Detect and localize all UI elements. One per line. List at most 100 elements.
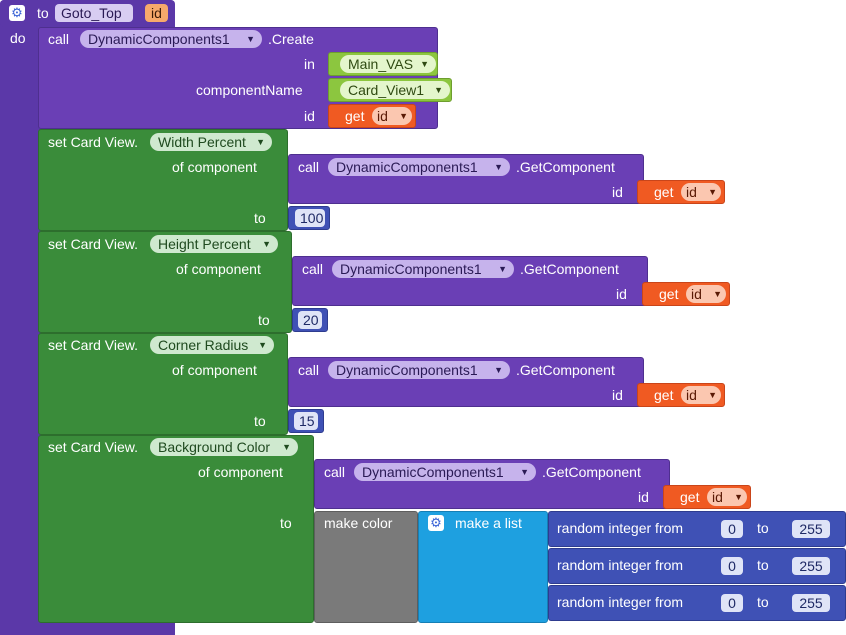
create-method-label: .Create xyxy=(268,31,314,47)
number-value[interactable]: 20 xyxy=(298,311,322,329)
gc-component-value: DynamicComponents1 xyxy=(336,362,478,378)
in-value: Main_VAS xyxy=(348,56,414,72)
chevron-down-icon: ▼ xyxy=(498,264,507,274)
componentName-dropdown[interactable]: Card_View1 ▼ xyxy=(340,81,450,99)
to-label: to xyxy=(258,312,270,328)
componentName-value: Card_View1 xyxy=(348,82,425,98)
gc-component-dropdown[interactable]: DynamicComponents1 ▼ xyxy=(328,158,510,176)
to-label: to xyxy=(280,515,292,531)
make-color-label: make color xyxy=(324,515,393,531)
set-property-value: Corner Radius xyxy=(158,337,249,353)
gc-get-label: get xyxy=(680,489,700,505)
gc-method-label: .GetComponent xyxy=(516,159,615,175)
gc-get-var-dropdown[interactable]: id ▼ xyxy=(681,386,721,404)
gc-get-var-dropdown[interactable]: id ▼ xyxy=(707,488,747,506)
random-to-label: to xyxy=(757,557,769,573)
gc-component-dropdown[interactable]: DynamicComponents1 ▼ xyxy=(332,260,514,278)
random-label: random integer from xyxy=(557,520,684,536)
procedure-to-label: to xyxy=(37,5,49,21)
gc-call-label: call xyxy=(302,261,324,277)
gc-get-var: id xyxy=(691,286,702,302)
chevron-down-icon: ▼ xyxy=(708,390,717,400)
random-from-value[interactable]: 0 xyxy=(721,594,743,612)
chevron-down-icon: ▼ xyxy=(262,239,271,249)
gc-get-var: id xyxy=(712,489,723,505)
gear-icon[interactable]: ⚙ xyxy=(428,515,444,531)
to-label: to xyxy=(254,413,266,429)
procedure-name[interactable]: Goto_Top xyxy=(55,4,133,22)
create-component-value: DynamicComponents1 xyxy=(88,31,230,47)
random-label: random integer from xyxy=(557,594,684,610)
chevron-down-icon: ▼ xyxy=(256,137,265,147)
chevron-down-icon: ▼ xyxy=(494,162,503,172)
create-call-label: call xyxy=(48,31,70,47)
of-component-label: of component xyxy=(176,261,261,277)
set-label: set Card View. xyxy=(48,439,139,455)
chevron-down-icon: ▼ xyxy=(520,467,529,477)
create-component-dropdown[interactable]: DynamicComponents1 ▼ xyxy=(80,30,262,48)
chevron-down-icon: ▼ xyxy=(282,442,291,452)
create-in-label: in xyxy=(304,56,315,72)
set-property-dropdown[interactable]: Width Percent ▼ xyxy=(150,133,272,151)
set-property-dropdown[interactable]: Height Percent ▼ xyxy=(150,235,278,253)
in-value-dropdown[interactable]: Main_VAS ▼ xyxy=(340,55,436,73)
chevron-down-icon: ▼ xyxy=(399,111,408,121)
gc-id-label: id xyxy=(638,489,649,505)
random-to-value[interactable]: 255 xyxy=(792,594,830,612)
make-list-label: make a list xyxy=(455,515,522,531)
componentName-label: componentName xyxy=(196,82,303,98)
gc-method-label: .GetComponent xyxy=(520,261,619,277)
number-value[interactable]: 100 xyxy=(295,209,325,227)
create-get-var: id xyxy=(377,108,388,124)
gc-component-dropdown[interactable]: DynamicComponents1 ▼ xyxy=(328,361,510,379)
create-get-label: get xyxy=(345,108,365,124)
chevron-down-icon: ▼ xyxy=(420,59,429,69)
gc-get-var-dropdown[interactable]: id ▼ xyxy=(686,285,726,303)
chevron-down-icon: ▼ xyxy=(494,365,503,375)
procedure-param[interactable]: id xyxy=(145,4,168,22)
random-to-label: to xyxy=(757,520,769,536)
gc-get-var: id xyxy=(686,387,697,403)
chevron-down-icon: ▼ xyxy=(734,492,743,502)
chevron-down-icon: ▼ xyxy=(258,340,267,350)
set-property-dropdown[interactable]: Corner Radius ▼ xyxy=(150,336,274,354)
gc-id-label: id xyxy=(612,184,623,200)
gc-component-value: DynamicComponents1 xyxy=(340,261,482,277)
gear-icon[interactable]: ⚙ xyxy=(9,5,25,21)
random-to-value[interactable]: 255 xyxy=(792,557,830,575)
set-label: set Card View. xyxy=(48,337,139,353)
gc-get-label: get xyxy=(659,286,679,302)
random-from-value[interactable]: 0 xyxy=(721,520,743,538)
gc-call-label: call xyxy=(298,159,320,175)
of-component-label: of component xyxy=(172,159,257,175)
gc-component-dropdown[interactable]: DynamicComponents1 ▼ xyxy=(354,463,536,481)
gc-method-label: .GetComponent xyxy=(542,464,641,480)
set-label: set Card View. xyxy=(48,236,139,252)
set-label: set Card View. xyxy=(48,134,139,150)
gc-component-value: DynamicComponents1 xyxy=(336,159,478,175)
gc-call-label: call xyxy=(298,362,320,378)
chevron-down-icon: ▼ xyxy=(434,85,443,95)
gc-call-label: call xyxy=(324,464,346,480)
gc-get-label: get xyxy=(654,184,674,200)
set-property-value: Height Percent xyxy=(158,236,251,252)
create-get-var-dropdown[interactable]: id ▼ xyxy=(372,107,412,125)
gc-get-var-dropdown[interactable]: id ▼ xyxy=(681,183,721,201)
number-value[interactable]: 15 xyxy=(294,412,318,430)
random-to-value[interactable]: 255 xyxy=(792,520,830,538)
gc-id-label: id xyxy=(612,387,623,403)
set-property-value: Width Percent xyxy=(158,134,246,150)
set-background-color-block[interactable] xyxy=(38,435,314,623)
create-id-label: id xyxy=(304,108,315,124)
make-color-block[interactable] xyxy=(314,511,418,623)
gc-get-label: get xyxy=(654,387,674,403)
chevron-down-icon: ▼ xyxy=(713,289,722,299)
gc-get-var: id xyxy=(686,184,697,200)
chevron-down-icon: ▼ xyxy=(246,34,255,44)
procedure-do-label: do xyxy=(10,30,26,46)
set-property-dropdown[interactable]: Background Color ▼ xyxy=(150,438,298,456)
gc-method-label: .GetComponent xyxy=(516,362,615,378)
gc-id-label: id xyxy=(616,286,627,302)
random-to-label: to xyxy=(757,594,769,610)
random-from-value[interactable]: 0 xyxy=(721,557,743,575)
